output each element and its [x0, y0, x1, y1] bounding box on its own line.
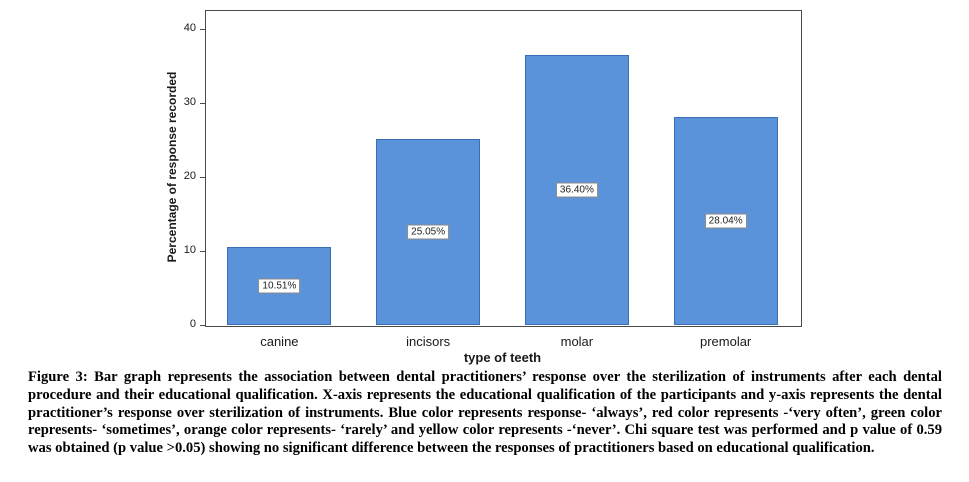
y-tick-mark: [200, 250, 205, 252]
bar: 28.04%: [673, 117, 778, 325]
figure-caption-label: Figure 3:: [28, 369, 88, 385]
bar-value-label: 25.05%: [407, 224, 450, 240]
bar: 10.51%: [227, 247, 332, 325]
bar-value-label: 10.51%: [258, 278, 301, 294]
bar-value-label: 36.40%: [555, 182, 598, 198]
y-tick-label: 30: [183, 95, 196, 108]
y-tick-label: 0: [189, 318, 196, 330]
y-tick-label: 10: [183, 243, 196, 256]
x-category-label: premolar: [699, 334, 752, 349]
x-category-label: canine: [260, 334, 299, 349]
bar-value-label: 28.04%: [704, 213, 747, 229]
bar: 36.40%: [524, 55, 629, 325]
figure-caption: Figure 3: Bar graph represents the assoc…: [28, 369, 942, 458]
y-tick-label: 40: [183, 21, 196, 34]
x-axis-label: type of teeth: [463, 350, 542, 365]
bar: 25.05%: [376, 139, 481, 325]
y-tick-mark: [200, 102, 205, 104]
y-tick-mark: [200, 176, 205, 178]
figure-caption-text: Bar graph represents the association bet…: [28, 369, 942, 457]
y-tick-label: 20: [183, 169, 196, 182]
x-category-label: molar: [560, 334, 594, 349]
x-category-label: incisors: [406, 334, 451, 349]
y-tick-mark: [200, 28, 205, 30]
y-tick-mark: [200, 325, 205, 326]
